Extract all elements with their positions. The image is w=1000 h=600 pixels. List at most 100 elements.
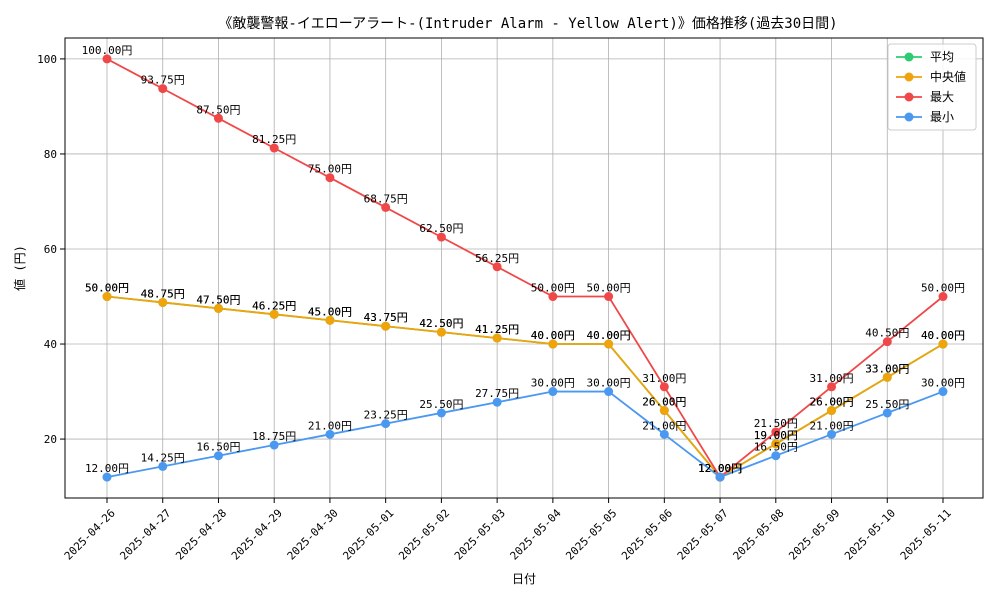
data-label-0: 40.00円 xyxy=(587,329,631,342)
data-label-1: 48.75円 xyxy=(141,287,185,300)
data-label-2: 40.50円 xyxy=(865,327,909,340)
y-tick-label: 60 xyxy=(44,243,57,256)
data-label-0: 50.00円 xyxy=(85,282,129,295)
y-tick-label: 80 xyxy=(44,148,57,161)
data-point-3 xyxy=(325,429,335,439)
data-label-0: 43.75円 xyxy=(364,311,408,324)
data-label-2: 50.00円 xyxy=(921,282,965,295)
data-point-2 xyxy=(492,262,502,272)
data-label-3: 18.75円 xyxy=(252,430,296,443)
data-label-3: 23.25円 xyxy=(364,409,408,422)
data-point-1 xyxy=(381,321,391,331)
data-label-2: 68.75円 xyxy=(364,192,408,205)
data-point-1 xyxy=(213,303,223,313)
data-label-2: 50.00円 xyxy=(531,282,575,295)
data-label-1: 33.00円 xyxy=(865,362,909,375)
legend-label: 中央値 xyxy=(930,69,966,84)
legend-marker xyxy=(904,52,914,62)
data-label-1: 40.00円 xyxy=(587,329,631,342)
data-point-2 xyxy=(604,292,614,302)
data-label-1: 40.00円 xyxy=(531,329,575,342)
data-label-0: 48.75円 xyxy=(141,287,185,300)
data-labels: 50.00円 48.75円 47.50円 46.25円 45.00円 43.75円 42.5… xyxy=(82,44,965,475)
data-label-3: 25.50円 xyxy=(419,398,463,411)
data-label-3: 12.00円 xyxy=(698,462,742,475)
data-label-0: 19.00円 xyxy=(754,429,798,442)
data-point-3 xyxy=(436,408,446,418)
data-point-3 xyxy=(659,429,669,439)
data-label-2: 81.25円 xyxy=(252,133,296,146)
data-label-3: 27.75円 xyxy=(475,387,519,400)
data-label-0: 42.50円 xyxy=(419,317,463,330)
data-point-3 xyxy=(269,440,279,450)
chart-title: 《敵襲警報-イエローアラート-(Intruder Alarm - Yellow … xyxy=(218,15,837,32)
data-point-2 xyxy=(659,382,669,392)
data-label-1: 12.00円 xyxy=(698,462,742,475)
data-point-3 xyxy=(604,387,614,397)
legend-label: 最小 xyxy=(930,110,954,124)
data-point-1 xyxy=(771,439,781,449)
plot-frame xyxy=(64,37,984,499)
data-point-2 xyxy=(325,173,335,183)
data-label-2: 12.00円 xyxy=(698,462,742,475)
data-label-2: 100.00円 xyxy=(82,44,133,57)
y-axis-label: 値 (円) xyxy=(12,245,27,291)
series-line-2 xyxy=(106,58,944,479)
data-label-2: 75.00円 xyxy=(308,163,352,176)
data-point-1 xyxy=(269,309,279,319)
data-label-0: 26.00円 xyxy=(809,396,853,409)
data-label-3: 21.00円 xyxy=(642,419,686,432)
data-label-0: 46.25円 xyxy=(252,299,296,312)
data-label-2: 50.00円 xyxy=(587,282,631,295)
data-point-3 xyxy=(158,461,168,471)
data-point-2 xyxy=(882,337,892,347)
data-label-0: 40.00円 xyxy=(921,329,965,342)
data-point-2 xyxy=(158,84,168,94)
data-point-2 xyxy=(381,202,391,212)
data-label-1: 40.00円 xyxy=(921,329,965,342)
data-label-1: 42.50円 xyxy=(419,317,463,330)
data-label-3: 21.00円 xyxy=(308,419,352,432)
data-label-1: 19.00円 xyxy=(754,429,798,442)
data-label-3: 16.50円 xyxy=(754,441,798,454)
data-label-0: 41.25円 xyxy=(475,323,519,336)
data-label-2: 56.25円 xyxy=(475,252,519,265)
data-point-1 xyxy=(659,406,669,416)
data-point-1 xyxy=(548,339,558,349)
data-point-1 xyxy=(492,333,502,343)
data-label-2: 93.75円 xyxy=(141,74,185,87)
data-label-2: 31.00円 xyxy=(809,372,853,385)
data-point-2 xyxy=(436,232,446,242)
data-point-2 xyxy=(269,143,279,153)
data-label-3: 14.25円 xyxy=(141,451,185,464)
y-tick-label: 100 xyxy=(37,53,57,66)
legend-marker xyxy=(904,92,914,102)
data-label-1: 26.00円 xyxy=(642,396,686,409)
legend-label: 最大 xyxy=(930,90,954,104)
data-point-2 xyxy=(827,382,837,392)
data-point-2 xyxy=(548,292,558,302)
legend-marker xyxy=(904,112,914,122)
data-label-1: 50.00円 xyxy=(85,282,129,295)
series-line-1 xyxy=(106,295,944,479)
data-label-1: 41.25円 xyxy=(475,323,519,336)
legend-box xyxy=(887,43,977,131)
data-label-0: 45.00円 xyxy=(308,305,352,318)
data-label-3: 12.00円 xyxy=(85,462,129,475)
data-point-2 xyxy=(771,427,781,437)
data-point-3 xyxy=(102,472,112,482)
data-label-0: 47.50円 xyxy=(196,293,240,306)
data-point-2 xyxy=(938,292,948,302)
data-label-1: 43.75円 xyxy=(364,311,408,324)
data-point-1 xyxy=(938,339,948,349)
data-label-3: 30.00円 xyxy=(531,377,575,390)
data-label-3: 30.00円 xyxy=(587,377,631,390)
data-point-1 xyxy=(102,292,112,302)
data-point-3 xyxy=(715,472,725,482)
data-label-2: 62.50円 xyxy=(419,222,463,235)
data-label-3: 25.50円 xyxy=(865,398,909,411)
data-point-3 xyxy=(827,429,837,439)
legend-marker xyxy=(904,72,914,82)
